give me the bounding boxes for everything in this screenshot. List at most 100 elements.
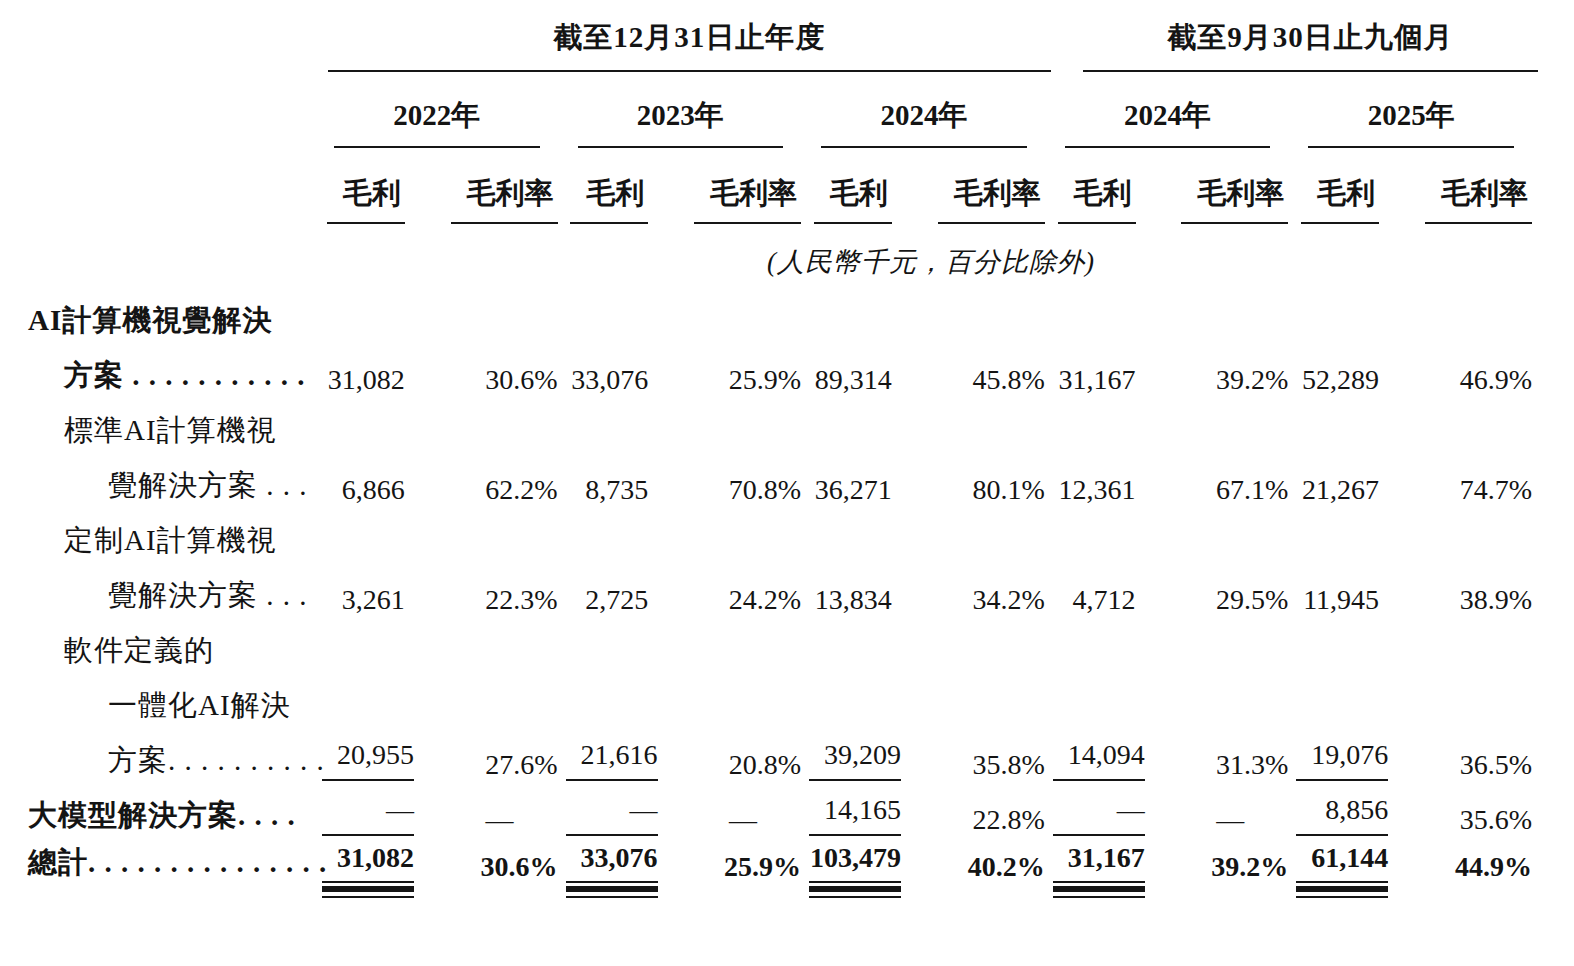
year-2024-9m: 2024年 (1053, 72, 1297, 148)
unit-note-row: (人民幣千元，百分比除外) (28, 224, 1540, 292)
header-gross-profit: 毛利 (566, 148, 679, 224)
year-2024-9m-label: 2024年 (1065, 96, 1271, 148)
year-2025-9m: 2025年 (1296, 72, 1540, 148)
period-group-annual-title: 截至12月31日止年度 (328, 18, 1051, 72)
gross-profit-label: 毛利 (570, 174, 648, 224)
gross-profit-label: 毛利 (1301, 174, 1379, 224)
table-row: 定制AI計算機視 (28, 512, 1540, 567)
cell-gross-profit: 39,209 (809, 732, 922, 787)
cell-gross-profit: 14,165 (809, 787, 922, 842)
cell-margin: 34.2% (922, 567, 1053, 622)
cell-margin: 45.8% (922, 347, 1053, 402)
cell-gross-profit: 13,834 (809, 567, 922, 622)
table-row: 一體化AI解決 (28, 677, 1540, 732)
cell-margin: 74.7% (1409, 457, 1540, 512)
cell-margin: — (678, 787, 809, 842)
gross-profit-label: 毛利 (327, 174, 405, 224)
cell-gross-profit: 8,856 (1296, 787, 1409, 842)
cell-margin: — (435, 787, 566, 842)
row-label: 方案. . . . . . . . . . (28, 732, 322, 787)
cell-margin: — (1166, 787, 1297, 842)
cell-margin: 70.8% (678, 457, 809, 512)
cell-gross-profit: 21,267 (1296, 457, 1409, 512)
cell-margin: 36.5% (1409, 732, 1540, 787)
header-margin: 毛利率 (1166, 148, 1297, 224)
table-row: 軟件定義的 (28, 622, 1540, 677)
cell-gross-profit: 11,945 (1296, 567, 1409, 622)
total-row: 總計. . . . . . . . . . . . . . . 31,082 3… (28, 842, 1540, 909)
cell-gross-profit: 12,361 (1053, 457, 1166, 512)
cell-gross-profit: 14,094 (1053, 732, 1166, 787)
cell-gross-profit: 33,076 (566, 347, 679, 402)
year-2023-label: 2023年 (578, 96, 784, 148)
cell-margin: 80.1% (922, 457, 1053, 512)
table-row: 方案. . . . . . . . . . 20,955 27.6% 21,61… (28, 732, 1540, 787)
gross-profit-label: 毛利 (814, 174, 892, 224)
year-2022: 2022年 (322, 72, 566, 148)
cell-margin: 62.2% (435, 457, 566, 512)
spacer (28, 224, 322, 292)
period-group-row: 截至12月31日止年度 截至9月30日止九個月 (28, 18, 1540, 72)
gross-profit-label: 毛利 (1058, 174, 1136, 224)
table-row: 大模型解決方案. . . . — — — — 14,165 22.8% — — … (28, 787, 1540, 842)
header-margin: 毛利率 (1409, 148, 1540, 224)
header-gross-profit: 毛利 (322, 148, 435, 224)
cell-gross-profit-total: 31,082 (322, 842, 435, 909)
cell-gross-profit: — (322, 787, 435, 842)
header-gross-profit: 毛利 (1053, 148, 1166, 224)
cell-gross-profit: 3,261 (322, 567, 435, 622)
year-2023: 2023年 (566, 72, 810, 148)
row-label: 方案 . . . . . . . . . . . (28, 347, 322, 402)
cell-gross-profit: 20,955 (322, 732, 435, 787)
table-row: 方案 . . . . . . . . . . . 31,082 30.6% 33… (28, 347, 1540, 402)
header-margin: 毛利率 (922, 148, 1053, 224)
year-2025-9m-label: 2025年 (1308, 96, 1514, 148)
row-label: 總計. . . . . . . . . . . . . . . (28, 842, 322, 909)
row-label: AI計算機視覺解決 (28, 292, 322, 347)
year-2022-label: 2022年 (334, 96, 540, 148)
row-label: 軟件定義的 (28, 622, 322, 677)
cell-margin-total: 39.2% (1166, 842, 1297, 909)
cell-margin: 35.8% (922, 732, 1053, 787)
cell-margin: 20.8% (678, 732, 809, 787)
cell-margin: 22.8% (922, 787, 1053, 842)
cell-gross-profit: 8,735 (566, 457, 679, 512)
header-margin: 毛利率 (435, 148, 566, 224)
cell-gross-profit: 6,866 (322, 457, 435, 512)
cell-margin: 27.6% (435, 732, 566, 787)
spacer (28, 72, 322, 148)
margin-label: 毛利率 (451, 174, 558, 224)
cell-margin-total: 44.9% (1409, 842, 1540, 909)
period-group-nine-months-title: 截至9月30日止九個月 (1083, 18, 1538, 72)
row-label: 定制AI計算機視 (28, 512, 322, 567)
corner-spacer (28, 18, 322, 72)
row-label: 標準AI計算機視 (28, 402, 322, 457)
spacer (28, 148, 322, 224)
cell-gross-profit-total: 103,479 (809, 842, 922, 909)
cell-margin: 24.2% (678, 567, 809, 622)
margin-label: 毛利率 (938, 174, 1045, 224)
row-label: 一體化AI解決 (28, 677, 322, 732)
year-2024-label: 2024年 (821, 96, 1027, 148)
row-label: 大模型解決方案. . . . (28, 787, 322, 842)
cell-gross-profit: 19,076 (1296, 732, 1409, 787)
margin-label: 毛利率 (1181, 174, 1288, 224)
margin-label: 毛利率 (694, 174, 801, 224)
cell-gross-profit: 4,712 (1053, 567, 1166, 622)
table-row: 覺解決方案 . . . 6,866 62.2% 8,735 70.8% 36,2… (28, 457, 1540, 512)
unit-note: (人民幣千元，百分比除外) (322, 224, 1540, 292)
year-header-row: 2022年 2023年 2024年 2024年 2025年 (28, 72, 1540, 148)
header-gross-profit: 毛利 (1296, 148, 1409, 224)
cell-margin: 39.2% (1166, 347, 1297, 402)
cell-gross-profit-total: 33,076 (566, 842, 679, 909)
cell-margin: 30.6% (435, 347, 566, 402)
cell-margin: 46.9% (1409, 347, 1540, 402)
cell-margin: 22.3% (435, 567, 566, 622)
cell-gross-profit: 31,167 (1053, 347, 1166, 402)
cell-gross-profit: 36,271 (809, 457, 922, 512)
cell-margin-total: 25.9% (678, 842, 809, 909)
cell-gross-profit-total: 31,167 (1053, 842, 1166, 909)
table-row: 覺解決方案 . . . 3,261 22.3% 2,725 24.2% 13,8… (28, 567, 1540, 622)
row-label: 覺解決方案 . . . (28, 457, 322, 512)
row-label: 覺解決方案 . . . (28, 567, 322, 622)
